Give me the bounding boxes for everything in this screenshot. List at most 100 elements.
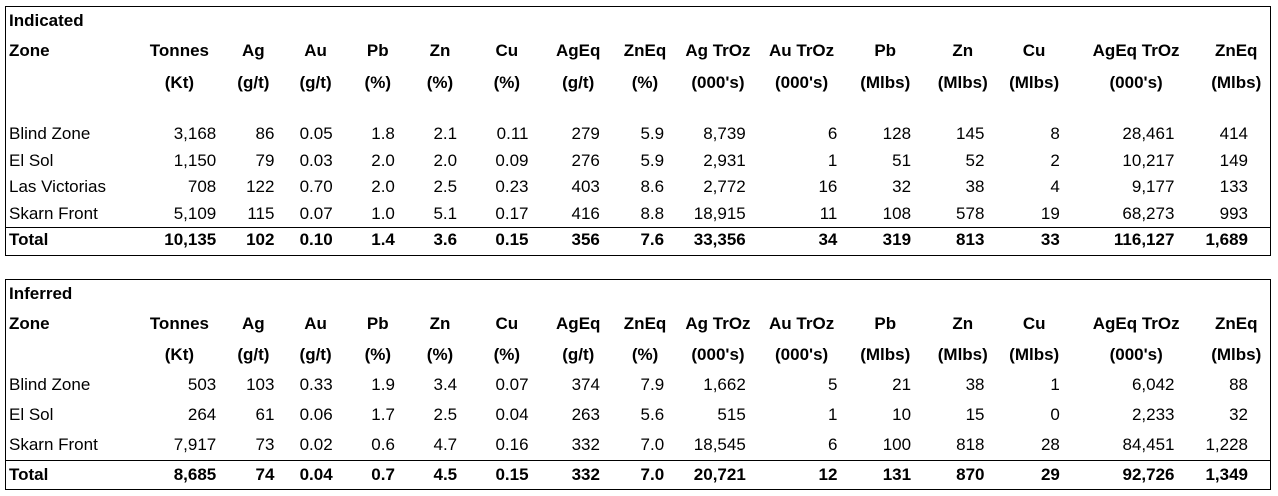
value-cell: 16 bbox=[818, 177, 838, 197]
column-header: (Kt) bbox=[164, 345, 195, 364]
column-header: Cu bbox=[495, 314, 519, 333]
value-cell: 0.70 bbox=[299, 177, 333, 197]
total-value-cell: 7.0 bbox=[613, 459, 677, 489]
value-cell: 5,109 bbox=[173, 203, 217, 223]
total-value-cell: 0.15 bbox=[471, 226, 543, 253]
column-header: (000's) bbox=[691, 345, 745, 364]
value-cell: 0.07 bbox=[299, 203, 333, 223]
column-header: AgEq bbox=[556, 41, 601, 60]
header-row: Zone Tonnes Ag Au Pb Zn Cu AgEq ZnEq Ag TrOz Au Tr… bbox=[6, 308, 1270, 340]
value-cell: 79 bbox=[255, 150, 275, 170]
column-header: (Mlbs) bbox=[1211, 73, 1262, 92]
value-cell: 0.06 bbox=[299, 405, 333, 424]
value-cell: 128 bbox=[882, 124, 912, 144]
value-cell: 21 bbox=[892, 375, 912, 394]
column-header: (000's) bbox=[774, 73, 829, 92]
value-cell: 2.5 bbox=[433, 405, 458, 424]
column-header: Ag bbox=[242, 41, 265, 60]
value-cell: 3.4 bbox=[433, 375, 458, 394]
total-value-cell: 116,127 bbox=[1069, 226, 1203, 253]
total-value-cell: 870 bbox=[927, 459, 999, 489]
column-header: Cu bbox=[1022, 314, 1046, 333]
value-cell: 4 bbox=[1050, 177, 1060, 197]
total-value-cell: 0.15 bbox=[471, 459, 543, 489]
value-cell: 818 bbox=[956, 434, 985, 454]
value-cell: 122 bbox=[246, 177, 275, 197]
column-header: (g/t) bbox=[237, 345, 270, 364]
value-cell: 0.23 bbox=[495, 177, 529, 197]
header-row: (Kt) (g/t) (g/t) (%) (%) (%) (g/t) (%) (000's) (0… bbox=[6, 340, 1270, 370]
value-cell: 19 bbox=[1040, 203, 1060, 223]
column-header: Au bbox=[304, 314, 327, 333]
data-table: Inferred Zone Tonnes Ag Au Pb Zn Cu AgEq ZnEq Ag T… bbox=[6, 280, 1270, 489]
total-value-cell: 20,721 bbox=[676, 459, 760, 489]
value-cell: 5.9 bbox=[640, 124, 665, 144]
value-cell: 9,177 bbox=[1131, 177, 1175, 197]
column-header: Au bbox=[304, 41, 327, 60]
column-header: (%) bbox=[493, 345, 521, 364]
column-header: (Mlbs) bbox=[1211, 345, 1262, 364]
total-value-cell: 12 bbox=[759, 459, 844, 489]
column-header: ZnEq bbox=[1215, 314, 1258, 333]
value-cell: 0.09 bbox=[495, 150, 529, 170]
value-cell: 4.7 bbox=[433, 434, 458, 454]
column-header bbox=[6, 340, 137, 370]
value-cell: 0.33 bbox=[299, 375, 333, 394]
column-header: (Mlbs) bbox=[860, 345, 911, 364]
value-cell: 332 bbox=[571, 434, 600, 454]
value-cell: 3,168 bbox=[173, 124, 217, 144]
value-cell: 6 bbox=[827, 434, 838, 454]
value-cell: 515 bbox=[717, 405, 746, 424]
column-header: (g/t) bbox=[562, 73, 595, 92]
value-cell: 32 bbox=[1229, 405, 1248, 424]
total-label-cell: Total bbox=[6, 226, 137, 253]
header-row: Zone Tonnes Ag Au Pb Zn Cu AgEq ZnEq Ag TrOz Au Tr… bbox=[6, 35, 1270, 67]
value-cell: 1 bbox=[827, 405, 838, 424]
value-cell: 0 bbox=[1050, 405, 1060, 424]
column-header: (g/t) bbox=[299, 345, 332, 364]
value-cell: 1 bbox=[827, 150, 838, 170]
value-cell: 993 bbox=[1219, 203, 1248, 223]
table-row: El Sol 264 61 0.06 1.7 2.5 0.04 263 5.6 515 1 10 15 0… bbox=[6, 400, 1270, 430]
value-cell: 18,545 bbox=[693, 434, 746, 454]
column-header: (%) bbox=[426, 345, 454, 364]
value-cell: 115 bbox=[247, 203, 275, 223]
value-cell: 10 bbox=[892, 405, 912, 424]
zone-name-cell: El Sol bbox=[9, 405, 54, 424]
value-cell: 8.6 bbox=[640, 177, 665, 197]
spacer-row bbox=[6, 99, 1270, 121]
value-cell: 2.1 bbox=[433, 124, 458, 144]
value-cell: 374 bbox=[571, 375, 600, 394]
value-cell: 264 bbox=[187, 405, 217, 424]
total-label-cell: Total bbox=[6, 459, 137, 489]
column-header: Ag TrOz bbox=[685, 41, 751, 60]
column-header: Ag bbox=[242, 314, 265, 333]
value-cell: 7,917 bbox=[173, 434, 217, 454]
total-value-cell: 33,356 bbox=[676, 226, 760, 253]
total-row: Total 8,685 74 0.04 0.7 4.5 0.15 332 7.0 20,721 12… bbox=[6, 459, 1270, 489]
zone-name-cell: Skarn Front bbox=[9, 203, 98, 223]
value-cell: 100 bbox=[882, 434, 912, 454]
value-cell: 145 bbox=[956, 124, 985, 144]
value-cell: 1,228 bbox=[1205, 434, 1248, 454]
table-row: El Sol 1,150 79 0.03 2.0 2.0 0.09 276 5.9 2,931 1 5… bbox=[6, 148, 1270, 175]
value-cell: 0.02 bbox=[299, 434, 333, 454]
value-cell: 276 bbox=[571, 150, 600, 170]
table-row: Las Victorias 708 122 0.70 2.0 2.5 0.23 403 8.6 2… bbox=[6, 174, 1270, 201]
column-header: (g/t) bbox=[299, 73, 332, 92]
total-value-cell: 74 bbox=[222, 459, 285, 489]
value-cell: 38 bbox=[965, 177, 985, 197]
value-cell: 133 bbox=[1219, 177, 1248, 197]
column-header: AgEq bbox=[556, 314, 601, 333]
value-cell: 1 bbox=[1050, 375, 1060, 394]
value-cell: 2.0 bbox=[371, 177, 395, 197]
value-cell: 7.9 bbox=[640, 375, 665, 394]
column-header: AgEq TrOz bbox=[1092, 314, 1180, 333]
value-cell: 0.16 bbox=[495, 434, 529, 454]
value-cell: 103 bbox=[246, 375, 275, 394]
column-header: Tonnes bbox=[149, 314, 209, 333]
value-cell: 0.03 bbox=[299, 150, 333, 170]
value-cell: 2,772 bbox=[703, 177, 746, 197]
value-cell: 15 bbox=[965, 405, 985, 424]
value-cell: 8.8 bbox=[640, 203, 665, 223]
